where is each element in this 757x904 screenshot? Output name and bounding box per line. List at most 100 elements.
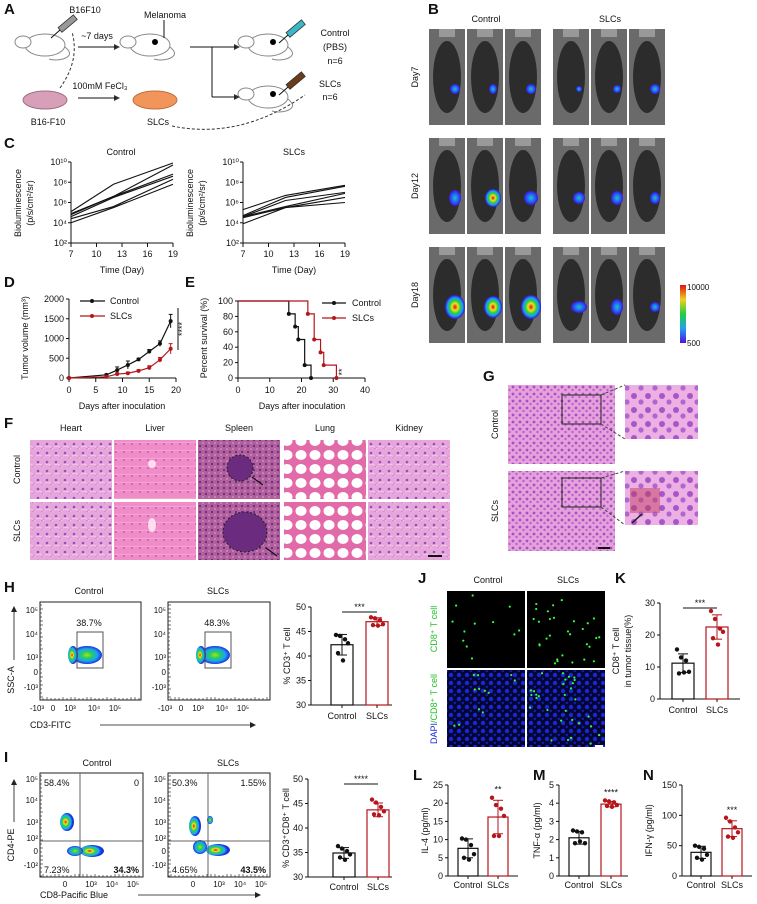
mouse-image (429, 138, 465, 234)
mouse-silhouette (557, 150, 585, 222)
mouse-head-icon (14, 35, 32, 49)
syringe-barrel-icon (285, 19, 306, 38)
y-axis-label-units: (p/s/cm²/sr) (25, 180, 35, 226)
y-axis-label: SSC-A (6, 666, 16, 694)
syringe-barrel-icon (285, 71, 306, 90)
panel-label-g: G (483, 368, 495, 385)
x-tick-label: 5 (93, 385, 98, 395)
y-tick-label: 35 (296, 676, 306, 686)
x-tick-label: Control (686, 880, 715, 890)
x-tick-label: 13 (289, 249, 299, 259)
data-point (168, 319, 173, 324)
cd8-cell-dot (572, 620, 576, 623)
y-tick-label: 45 (293, 799, 303, 809)
dish-slcs-icon (132, 90, 178, 110)
data-point (717, 626, 723, 631)
fluorescence-image (447, 591, 525, 668)
data-point (493, 802, 499, 808)
cd8-cell-dot (465, 645, 468, 648)
bar-control (330, 632, 354, 706)
y-tick-label: 2 (549, 835, 554, 845)
mouse-head-icon (237, 87, 255, 101)
mouse-control (237, 33, 293, 61)
mouse-tail-icon (48, 46, 70, 61)
x-tick-label: 0 (66, 385, 71, 395)
cd8-cell-dot (598, 733, 601, 737)
colorbar-max-label: 10000 (687, 283, 710, 292)
x-tick-label: 10³ (213, 880, 225, 889)
legend-label: SLCs (110, 311, 133, 321)
organ-title: Liver (145, 423, 165, 433)
cd8-cell-dot (571, 718, 574, 722)
mouse-image (553, 247, 589, 343)
mouse-image (429, 247, 465, 343)
nose-cone (639, 247, 655, 255)
data-point (574, 829, 580, 834)
histology-image-kidney (368, 440, 450, 499)
x-tick-label: Control (327, 711, 356, 721)
y-tick-label: 0 (672, 871, 677, 881)
data-point (335, 843, 341, 849)
cd8-cell-dot (583, 658, 586, 661)
cd8-cell-dot (571, 682, 574, 685)
cd8-cell-dot (487, 691, 490, 694)
data-point (340, 658, 346, 663)
bar-control (690, 843, 712, 877)
data-point (686, 669, 692, 674)
y-tick-label: 10¹⁰ (222, 157, 239, 167)
label-b16f10: B16F10 (69, 5, 101, 15)
data-point (466, 857, 472, 862)
x-tick-label: 40 (360, 385, 370, 395)
tumor-icon (152, 39, 158, 45)
y-tick-label: 10⁴ (26, 796, 39, 805)
y-axis-label: CD8⁺ T cell (611, 628, 621, 674)
y-tick-label: 10⁶ (225, 198, 239, 208)
cell-population (80, 845, 104, 857)
y-tick-label: 25 (433, 780, 443, 790)
cd3-gate (76, 631, 104, 669)
histology-image-lung (284, 440, 366, 499)
panel-label-n: N (643, 767, 654, 784)
cd8-cell-dot (453, 724, 456, 727)
y-tick-label: 0 (34, 668, 39, 677)
nose-cone (601, 138, 617, 146)
y-tick-label: 10⁵ (154, 775, 166, 784)
y-tick-label: 10 (433, 835, 443, 845)
y-tick-label: 60 (223, 327, 233, 337)
data-point (461, 855, 467, 860)
data-point (471, 851, 477, 857)
data-point (115, 368, 120, 373)
y-tick-label: 10⁵ (154, 606, 166, 615)
y-axis-label: IL-4 (pg/ml) (420, 807, 430, 853)
cd8-cell-dot (556, 658, 559, 661)
cd8-cell-dot (569, 736, 573, 739)
arrow-head (11, 606, 17, 612)
x-axis-label: Days after inoculation (259, 401, 346, 411)
data-point (602, 798, 608, 803)
x-tick-label: 16 (314, 249, 324, 259)
bioluminescence-signal (484, 296, 502, 318)
cd8-cell-dot (472, 673, 475, 677)
label-control-n: n=6 (327, 56, 342, 66)
mouse-body-icon (247, 33, 289, 57)
data-point (371, 812, 377, 817)
arrow-icon (631, 513, 643, 524)
cd8-cell-dot (566, 630, 570, 633)
bar (600, 803, 622, 877)
data-point (342, 637, 348, 642)
cd8-cell-dot (463, 630, 466, 633)
label-fecl3: 100mM FeCl₃ (72, 81, 128, 91)
mouse-melanoma (119, 33, 175, 61)
data-point (335, 650, 341, 656)
arrow-icon (265, 547, 278, 557)
label-melanoma: Melanoma (144, 10, 186, 20)
flow-plot-control: Control 58.4% 0 7.23% 34.3% 10⁵ 10⁴ 10³ 10² 0 -10²… (24, 758, 144, 889)
mouse-silhouette (557, 41, 585, 113)
quadrant-cd8-percentage: 34.3% (113, 865, 139, 875)
cell-population-dense (196, 646, 206, 664)
data-point (115, 372, 120, 377)
y-tick-label: -10³ (152, 683, 167, 692)
magnified-inset-image (625, 385, 698, 439)
cd8-cell-dot (548, 634, 551, 637)
